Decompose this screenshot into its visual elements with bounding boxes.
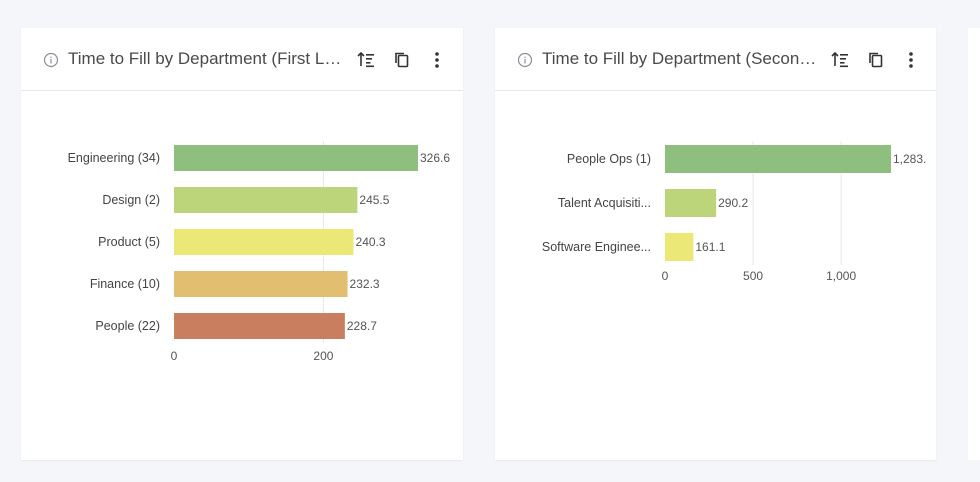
category-label: Design (2) (102, 193, 160, 207)
value-label: 1,283. (893, 152, 926, 166)
category-label: Finance (10) (90, 277, 160, 291)
x-tick-label: 1,000 (826, 269, 856, 283)
category-label: People (22) (95, 319, 160, 333)
bar[interactable] (174, 145, 418, 171)
card-title: Time to Fill by Department (First Level) (68, 49, 346, 68)
bar[interactable] (174, 313, 345, 339)
category-label: Software Enginee... (542, 240, 651, 254)
next-card-edge (968, 28, 980, 460)
copy-icon[interactable] (866, 50, 886, 70)
bar[interactable] (665, 189, 717, 217)
more-vertical-icon[interactable] (427, 50, 447, 70)
bar-chart-second-level: 0 500 1,000 People Ops (1) 1,283. Talent Acqu… (542, 141, 926, 283)
card-title: Time to Fill by Department (Second Level… (542, 49, 820, 68)
category-label: People Ops (1) (567, 152, 651, 166)
card-header: Time to Fill by Department (First Level) (21, 28, 463, 91)
info-icon[interactable] (517, 52, 533, 68)
value-label: 228.7 (347, 319, 377, 333)
bar[interactable] (174, 229, 354, 255)
value-label: 290.2 (718, 196, 748, 210)
category-label: Engineering (34) (68, 151, 160, 165)
category-label: Product (5) (98, 235, 160, 249)
info-icon[interactable] (43, 52, 59, 68)
sort-descending-icon[interactable] (356, 50, 376, 70)
x-tick-label: 0 (171, 349, 178, 363)
x-tick-label: 200 (313, 349, 333, 363)
value-label: 232.3 (350, 277, 380, 291)
sort-descending-icon[interactable] (830, 50, 850, 70)
category-label: Talent Acquisiti... (558, 196, 651, 210)
bar[interactable] (174, 187, 358, 213)
chart-card-second-level: Time to Fill by Department (Second Level… (495, 28, 936, 460)
copy-icon[interactable] (392, 50, 412, 70)
more-vertical-icon[interactable] (901, 50, 921, 70)
value-label: 245.5 (359, 193, 389, 207)
card-header: Time to Fill by Department (Second Level… (495, 28, 936, 91)
value-label: 240.3 (356, 235, 386, 249)
chart-card-first-level: Time to Fill by Department (First Level)… (21, 28, 463, 460)
value-label: 326.6 (420, 151, 450, 165)
bar[interactable] (665, 233, 694, 261)
bar-chart-first-level: 0 200 Engineering (34) 326.6 Design (2) 245.5… (68, 141, 450, 363)
bar[interactable] (665, 145, 891, 173)
x-tick-label: 0 (662, 269, 669, 283)
x-tick-label: 500 (743, 269, 763, 283)
value-label: 161.1 (695, 240, 725, 254)
bar[interactable] (174, 271, 348, 297)
